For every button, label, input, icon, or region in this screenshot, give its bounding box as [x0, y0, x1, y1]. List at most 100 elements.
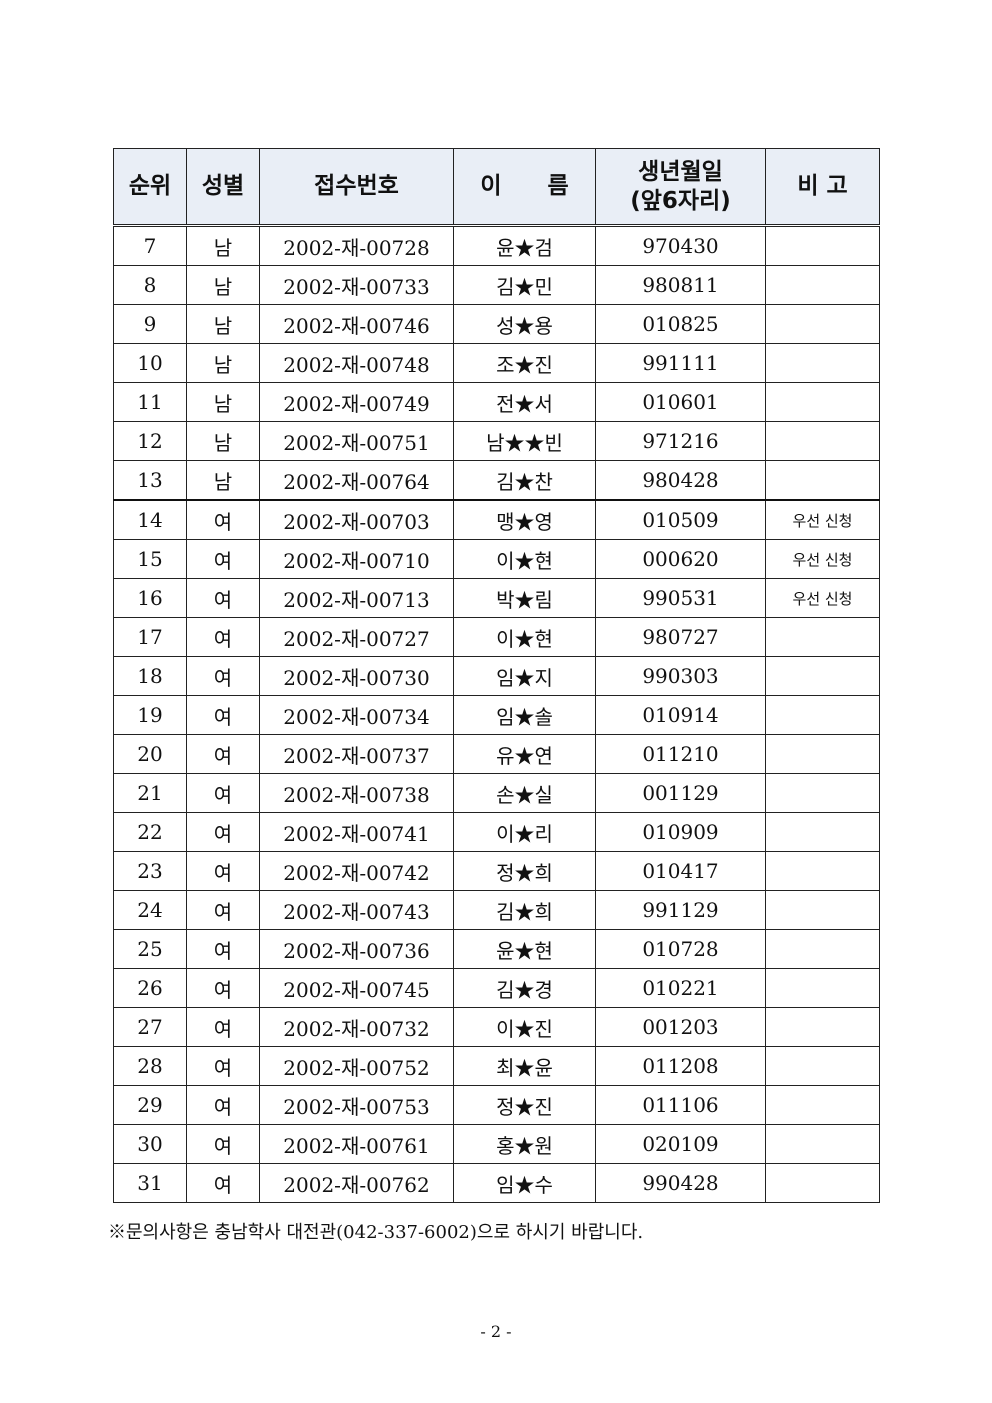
cell-birthdate: 010509 [595, 499, 766, 540]
table-row: 7 남 2002-재-00728 윤★검 970430 [113, 225, 880, 266]
cell-birthdate: 020109 [595, 1124, 766, 1164]
table-row: 22 여 2002-재-00741 이★리 010909 [113, 812, 880, 852]
cell-birthdate: 990428 [595, 1163, 766, 1203]
cell-name: 임★솔 [453, 695, 596, 735]
cell-birthdate: 010417 [595, 851, 766, 891]
cell-gender: 여 [186, 499, 260, 540]
cell-rank: 14 [113, 499, 187, 540]
cell-remarks: 우선 신청 [765, 539, 880, 579]
cell-remarks [765, 382, 880, 422]
cell-gender: 여 [186, 773, 260, 813]
table-row: 30 여 2002-재-00761 홍★원 020109 [113, 1124, 880, 1164]
cell-name: 정★진 [453, 1085, 596, 1125]
cell-gender: 남 [186, 265, 260, 305]
footnote: ※문의사항은 충남학사 대전관(042-337-6002)으로 하시기 바랍니다… [108, 1222, 644, 1243]
cell-birthdate: 980428 [595, 460, 766, 501]
cell-birthdate: 990531 [595, 578, 766, 618]
cell-gender: 여 [186, 539, 260, 579]
cell-name: 조★진 [453, 343, 596, 383]
cell-rank: 25 [113, 929, 187, 969]
table-row: 16 여 2002-재-00713 박★림 990531 우선 신청 [113, 578, 880, 618]
applicant-table: 순위 성별 접수번호 이 름 생년월일 (앞6자리) 비 고 7 남 2002-재-… [113, 148, 880, 1203]
cell-receipt-number: 2002-재-00733 [259, 265, 454, 305]
table-row: 21 여 2002-재-00738 손★실 001129 [113, 773, 880, 813]
table-row: 10 남 2002-재-00748 조★진 991111 [113, 343, 880, 383]
cell-remarks [765, 460, 880, 501]
header-rank: 순위 [113, 148, 187, 227]
cell-remarks [765, 812, 880, 852]
cell-receipt-number: 2002-재-00761 [259, 1124, 454, 1164]
cell-name: 김★희 [453, 890, 596, 930]
cell-birthdate: 980727 [595, 617, 766, 657]
cell-receipt-number: 2002-재-00743 [259, 890, 454, 930]
cell-remarks [765, 225, 880, 266]
cell-birthdate: 001203 [595, 1007, 766, 1047]
cell-receipt-number: 2002-재-00732 [259, 1007, 454, 1047]
cell-name: 윤★현 [453, 929, 596, 969]
cell-remarks [765, 656, 880, 696]
cell-rank: 9 [113, 304, 187, 344]
table-row: 15 여 2002-재-00710 이★현 000620 우선 신청 [113, 539, 880, 579]
cell-gender: 여 [186, 656, 260, 696]
table-row: 18 여 2002-재-00730 임★지 990303 [113, 656, 880, 696]
cell-birthdate: 001129 [595, 773, 766, 813]
table-row: 28 여 2002-재-00752 최★윤 011208 [113, 1046, 880, 1086]
table-row: 17 여 2002-재-00727 이★현 980727 [113, 617, 880, 657]
cell-gender: 남 [186, 343, 260, 383]
cell-gender: 남 [186, 304, 260, 344]
cell-birthdate: 011208 [595, 1046, 766, 1086]
cell-gender: 여 [186, 968, 260, 1008]
cell-remarks [765, 304, 880, 344]
cell-receipt-number: 2002-재-00730 [259, 656, 454, 696]
cell-rank: 29 [113, 1085, 187, 1125]
cell-rank: 11 [113, 382, 187, 422]
header-receipt-number: 접수번호 [259, 148, 454, 227]
cell-remarks: 우선 신청 [765, 499, 880, 540]
cell-receipt-number: 2002-재-00737 [259, 734, 454, 774]
cell-remarks [765, 851, 880, 891]
cell-receipt-number: 2002-재-00742 [259, 851, 454, 891]
cell-receipt-number: 2002-재-00764 [259, 460, 454, 501]
table-row: 25 여 2002-재-00736 윤★현 010728 [113, 929, 880, 969]
cell-receipt-number: 2002-재-00727 [259, 617, 454, 657]
cell-rank: 19 [113, 695, 187, 735]
cell-rank: 27 [113, 1007, 187, 1047]
cell-rank: 21 [113, 773, 187, 813]
cell-birthdate: 980811 [595, 265, 766, 305]
table-row: 31 여 2002-재-00762 임★수 990428 [113, 1163, 880, 1203]
cell-remarks [765, 617, 880, 657]
cell-name: 손★실 [453, 773, 596, 813]
cell-receipt-number: 2002-재-00738 [259, 773, 454, 813]
cell-gender: 여 [186, 1163, 260, 1203]
cell-receipt-number: 2002-재-00749 [259, 382, 454, 422]
cell-remarks [765, 1007, 880, 1047]
cell-rank: 13 [113, 460, 187, 501]
cell-gender: 여 [186, 890, 260, 930]
cell-gender: 여 [186, 1085, 260, 1125]
cell-name: 김★민 [453, 265, 596, 305]
cell-receipt-number: 2002-재-00762 [259, 1163, 454, 1203]
table-row: 11 남 2002-재-00749 전★서 010601 [113, 382, 880, 422]
cell-gender: 여 [186, 695, 260, 735]
cell-name: 맹★영 [453, 499, 596, 540]
cell-name: 유★연 [453, 734, 596, 774]
cell-remarks [765, 343, 880, 383]
cell-remarks [765, 1085, 880, 1125]
cell-receipt-number: 2002-재-00745 [259, 968, 454, 1008]
header-name: 이 름 [453, 148, 596, 227]
table-row: 13 남 2002-재-00764 김★찬 980428 [113, 460, 880, 501]
cell-receipt-number: 2002-재-00703 [259, 499, 454, 540]
cell-remarks [765, 1046, 880, 1086]
cell-name: 최★윤 [453, 1046, 596, 1086]
table-row: 14 여 2002-재-00703 맹★영 010509 우선 신청 [113, 499, 880, 540]
cell-remarks [765, 421, 880, 461]
cell-name: 홍★원 [453, 1124, 596, 1164]
cell-birthdate: 011210 [595, 734, 766, 774]
cell-birthdate: 010728 [595, 929, 766, 969]
cell-name: 전★서 [453, 382, 596, 422]
cell-receipt-number: 2002-재-00734 [259, 695, 454, 735]
cell-rank: 12 [113, 421, 187, 461]
cell-rank: 23 [113, 851, 187, 891]
page-number: - 2 - [480, 1322, 512, 1341]
cell-receipt-number: 2002-재-00752 [259, 1046, 454, 1086]
